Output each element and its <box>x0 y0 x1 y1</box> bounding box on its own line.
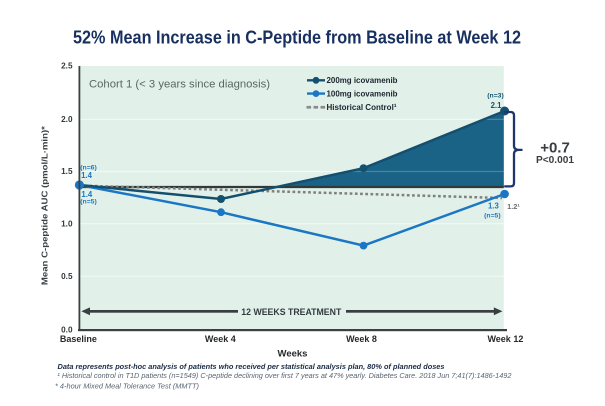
svg-text:¹ Historical control in T1D pa: ¹ Historical control in T1D patients (n=… <box>57 371 511 380</box>
svg-text:Week 4: Week 4 <box>205 334 236 344</box>
svg-text:+0.7: +0.7 <box>540 140 570 157</box>
svg-text:Data represents post-hoc analy: Data represents post-hoc analysis of pat… <box>58 362 445 371</box>
svg-text:2.5: 2.5 <box>61 61 73 70</box>
svg-text:* 4-hour Mixed Meal Tolerance: * 4-hour Mixed Meal Tolerance Test (MMTT… <box>55 381 199 390</box>
svg-text:1.5: 1.5 <box>61 167 73 176</box>
svg-text:P<0.001: P<0.001 <box>536 155 575 166</box>
svg-text:1.0: 1.0 <box>61 219 73 228</box>
svg-text:Week 12: Week 12 <box>487 334 523 344</box>
svg-text:(n=3): (n=3) <box>487 92 503 99</box>
svg-text:Cohort 1 (< 3 years since diag: Cohort 1 (< 3 years since diagnosis) <box>89 79 270 91</box>
svg-text:1.3: 1.3 <box>488 201 500 210</box>
svg-text:52% Mean Increase in C-Peptide: 52% Mean Increase in C-Peptide from Base… <box>73 27 521 48</box>
svg-text:Weeks: Weeks <box>278 348 308 359</box>
svg-text:100mg icovamenib: 100mg icovamenib <box>327 89 398 99</box>
svg-text:12 WEEKS TREATMENT: 12 WEEKS TREATMENT <box>241 306 341 317</box>
svg-text:Week 8: Week 8 <box>346 334 377 344</box>
svg-text:Baseline: Baseline <box>60 334 97 344</box>
svg-text:(n=5): (n=5) <box>80 199 96 206</box>
svg-text:(n=6): (n=6) <box>80 165 96 172</box>
svg-text:1.2¹: 1.2¹ <box>507 202 520 211</box>
svg-text:1.4: 1.4 <box>81 171 93 180</box>
svg-text:0.5: 0.5 <box>61 272 73 281</box>
svg-text:200mg icovamenib: 200mg icovamenib <box>327 75 398 85</box>
svg-text:1.4: 1.4 <box>81 190 93 199</box>
svg-text:2.0: 2.0 <box>61 115 73 124</box>
svg-text:2.1: 2.1 <box>491 101 503 110</box>
svg-text:Historical Control¹: Historical Control¹ <box>327 102 397 112</box>
svg-text:0.0: 0.0 <box>61 326 73 335</box>
svg-text:(n=5): (n=5) <box>484 213 500 220</box>
svg-text:Mean C-peptide AUC (pmol/L·min: Mean C-peptide AUC (pmol/L·min)* <box>41 125 50 285</box>
